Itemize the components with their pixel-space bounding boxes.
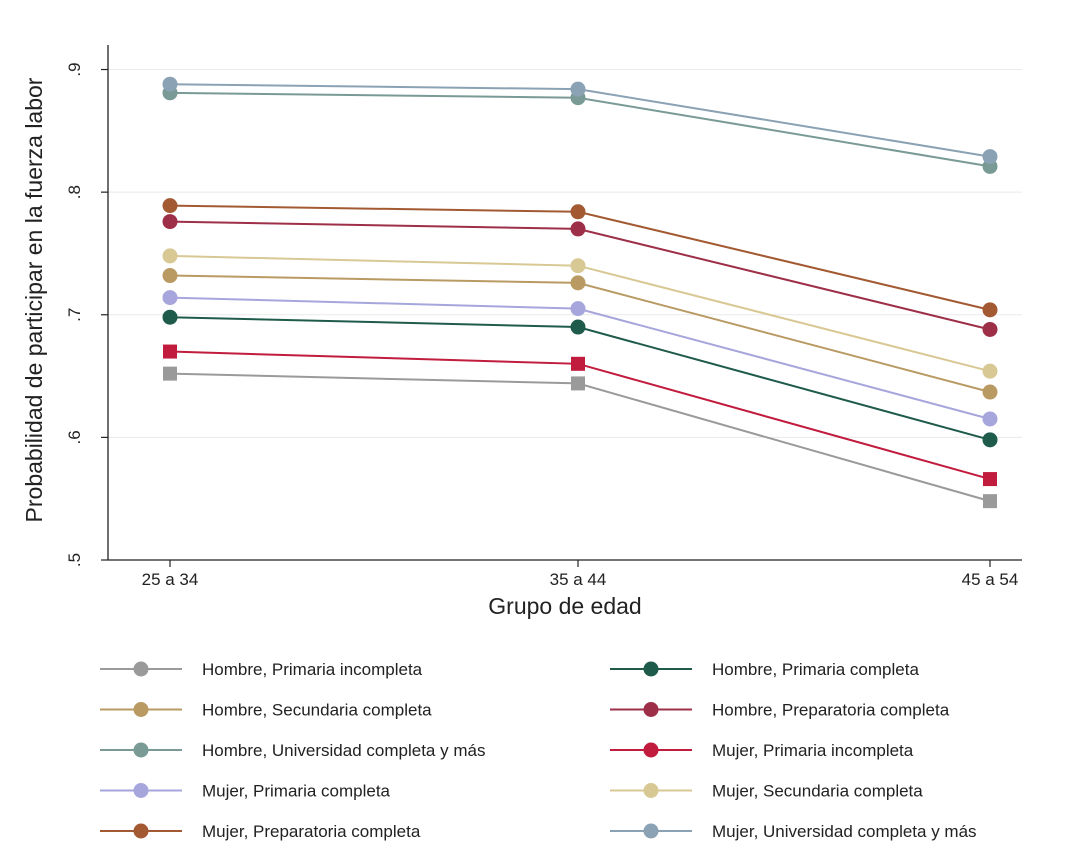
- data-point: [571, 356, 585, 371]
- legend: Hombre, Primaria incompleta Hombre, Prima…: [100, 660, 977, 841]
- legend-marker: [133, 742, 149, 758]
- legend-marker: [643, 823, 659, 839]
- data-point: [163, 366, 177, 381]
- axes: [107, 45, 1022, 561]
- legend-marker: [643, 783, 659, 798]
- data-point: [162, 290, 178, 306]
- legend-label: Hombre, Universidad completa y más: [202, 741, 485, 760]
- legend-marker: [133, 702, 149, 717]
- legend-marker: [133, 823, 149, 839]
- series-8: [162, 248, 998, 379]
- data-point: [162, 198, 178, 214]
- data-point: [982, 432, 998, 448]
- legend-marker: [643, 742, 659, 758]
- data-point: [570, 258, 586, 274]
- legend-marker: [133, 783, 149, 798]
- legend-label: Mujer, Secundaria completa: [712, 782, 923, 801]
- x-ticks: 25 a 34 35 a 44 45 a 54: [142, 560, 1019, 589]
- data-point: [570, 81, 586, 97]
- data-point: [163, 344, 177, 359]
- legend-label: Mujer, Primaria incompleta: [712, 741, 914, 760]
- data-point: [983, 494, 997, 509]
- data-point: [570, 221, 586, 237]
- legend-marker: [133, 661, 149, 677]
- data-point: [162, 268, 178, 284]
- series-lines: [162, 76, 998, 509]
- data-point: [982, 321, 998, 337]
- legend-label: Hombre, Primaria completa: [712, 660, 919, 679]
- series-1: [163, 366, 997, 509]
- series-4: [162, 214, 998, 337]
- data-point: [982, 384, 998, 400]
- legend-label: Mujer, Preparatoria completa: [202, 822, 421, 841]
- legend-label: Mujer, Universidad completa y más: [712, 822, 977, 841]
- legend-entry: Mujer, Universidad completa y más: [610, 822, 977, 841]
- legend-entry: Mujer, Preparatoria completa: [100, 822, 421, 841]
- legend-entry: Hombre, Primaria completa: [610, 660, 919, 679]
- legend-label: Mujer, Primaria completa: [202, 782, 391, 801]
- series-9: [162, 198, 998, 318]
- data-point: [571, 376, 585, 391]
- series-5: [162, 85, 998, 174]
- data-point: [982, 302, 998, 318]
- legend-marker: [643, 661, 659, 677]
- series-10: [162, 76, 998, 165]
- series-7: [162, 290, 998, 427]
- y-ticks: .5 .6 .7 .8 .9: [65, 62, 108, 567]
- y-tick-label: .7: [65, 308, 84, 322]
- data-point: [162, 214, 178, 230]
- data-point: [162, 76, 178, 92]
- legend-entry: Hombre, Primaria incompleta: [100, 660, 423, 679]
- data-point: [162, 248, 178, 264]
- legend-entry: Mujer, Secundaria completa: [610, 782, 923, 801]
- data-point: [570, 319, 586, 335]
- data-point: [162, 309, 178, 325]
- legend-entry: Hombre, Secundaria completa: [100, 701, 432, 720]
- x-tick-label: 35 a 44: [550, 570, 607, 589]
- series-6: [163, 344, 997, 487]
- y-tick-label: .6: [65, 430, 84, 444]
- y-tick-label: .9: [65, 62, 84, 76]
- data-point: [982, 411, 998, 427]
- legend-label: Hombre, Preparatoria completa: [712, 701, 950, 720]
- legend-label: Hombre, Primaria incompleta: [202, 660, 423, 679]
- data-point: [570, 301, 586, 317]
- legend-entry: Hombre, Preparatoria completa: [610, 701, 950, 720]
- x-tick-label: 25 a 34: [142, 570, 199, 589]
- y-tick-label: .8: [65, 185, 84, 199]
- x-tick-label: 45 a 54: [962, 570, 1019, 589]
- data-point: [982, 149, 998, 165]
- grid-lines: [108, 69, 1022, 561]
- series-2: [162, 309, 998, 448]
- data-point: [570, 275, 586, 291]
- series-line: [169, 204, 991, 311]
- legend-marker: [643, 702, 659, 717]
- legend-entry: Mujer, Primaria completa: [100, 782, 391, 801]
- legend-label: Hombre, Secundaria completa: [202, 701, 432, 720]
- data-point: [982, 363, 998, 379]
- data-point: [983, 472, 997, 487]
- data-point: [570, 204, 586, 220]
- legend-entry: Hombre, Universidad completa y más: [100, 741, 485, 760]
- y-axis-title: Probabilidad de participar en la fuerza …: [21, 77, 47, 522]
- x-axis-title: Grupo de edad: [488, 593, 641, 619]
- legend-entry: Mujer, Primaria incompleta: [610, 741, 914, 760]
- series-3: [162, 268, 998, 400]
- y-tick-label: .5: [65, 553, 84, 567]
